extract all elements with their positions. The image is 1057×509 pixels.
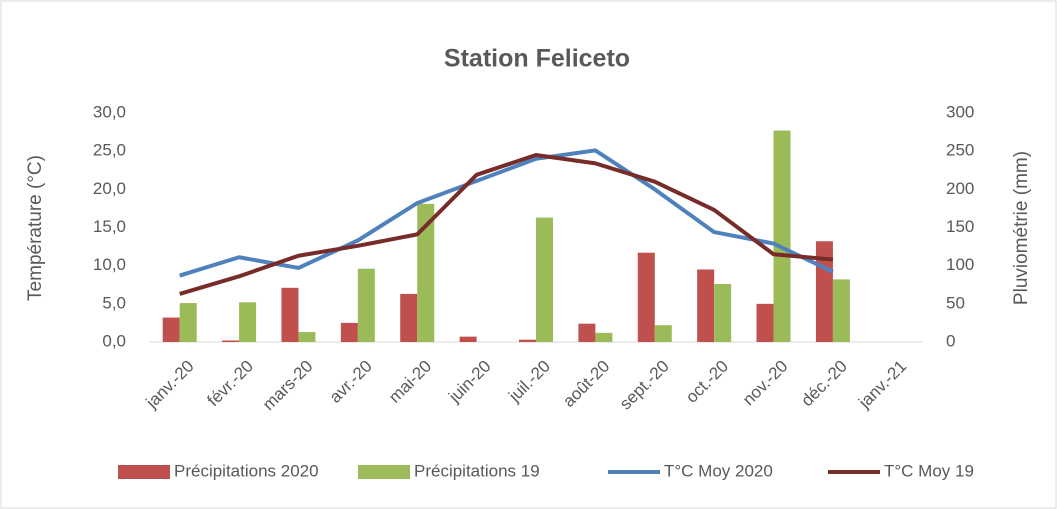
bar [536,217,553,342]
y2-tick-label: 300 [946,102,974,121]
bar [340,322,358,342]
bar [400,293,418,342]
y2-tick-label: 250 [946,141,974,160]
y-tick-label: 15,0 [93,217,126,236]
bar [298,332,316,342]
line [179,148,834,278]
bar [697,269,715,342]
y-tick-label: 5,0 [102,293,126,312]
bar [179,303,197,342]
bar [595,332,613,342]
y2-tick-label: 50 [946,293,965,312]
bar [832,279,850,342]
legend-label: T°C Moy 2020 [664,461,773,480]
legend-swatch [118,465,170,479]
legend-label: Précipitations 2020 [174,461,319,480]
y2-tick-label: 200 [946,179,974,198]
bar [222,340,240,342]
y-axis-label: Température (°C) [25,155,46,301]
y-tick-label: 25,0 [93,141,126,160]
legend-label: Précipitations 19 [414,461,540,480]
y2-axis-label: Pluviométrie (mm) [1011,151,1032,305]
chart-title: Station Feliceto [444,45,630,73]
bar [756,303,774,342]
y2-tick-label: 100 [946,255,974,274]
bar [357,268,375,342]
bar [654,325,672,342]
bar [459,336,477,342]
bar [637,252,655,342]
y-tick-label: 0,0 [102,331,126,350]
bar [417,203,435,342]
bar [773,130,791,342]
bar [239,302,257,342]
bar [162,317,180,342]
line [179,152,834,296]
y-tick-label: 10,0 [93,255,126,274]
bar [578,323,596,342]
bar [281,287,299,342]
legend-swatch [358,465,410,479]
bar [714,283,732,342]
bar [519,339,536,342]
legend-label: T°C Moy 19 [884,461,974,480]
y-tick-label: 30,0 [93,102,126,121]
y-tick-label: 20,0 [93,179,126,198]
y2-tick-label: 150 [946,217,974,236]
y2-tick-label: 0 [946,331,955,350]
